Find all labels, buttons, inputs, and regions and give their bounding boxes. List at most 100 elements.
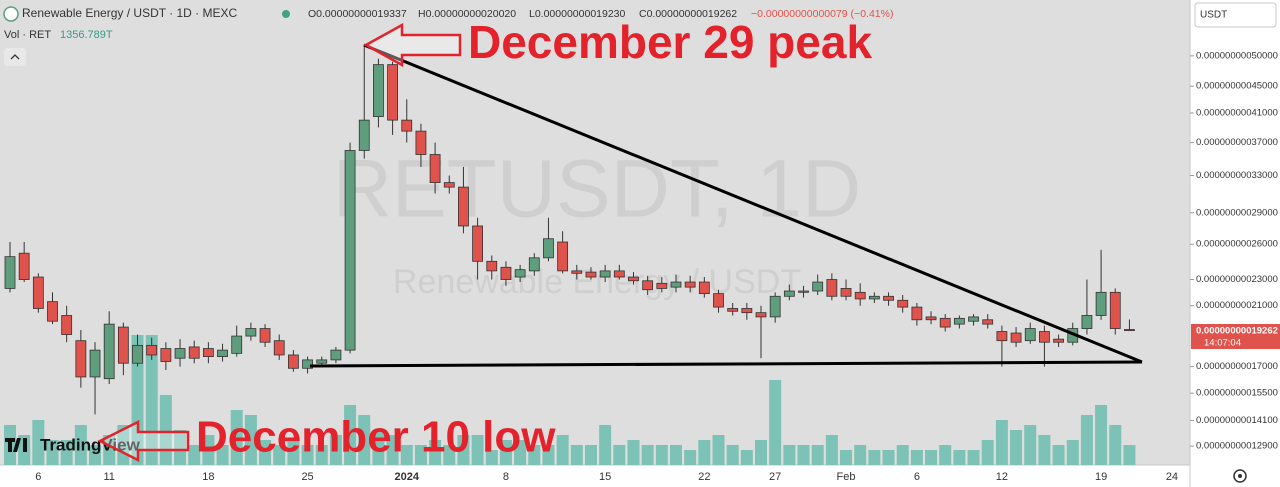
y-tick-label: 0.00000000050000	[1196, 50, 1278, 61]
candle-body	[160, 348, 172, 362]
candle-body	[344, 150, 356, 351]
volume-bar	[599, 425, 612, 465]
last-price: 0.00000000019262	[1196, 326, 1278, 337]
candle-body	[953, 317, 965, 325]
volume-bar	[740, 450, 753, 465]
candle-body	[1039, 331, 1050, 343]
volume-bar	[1038, 435, 1051, 465]
volume-bar	[868, 450, 881, 465]
ohlc-high: H0.00000000020020	[418, 8, 516, 20]
candle-body	[89, 349, 101, 378]
volume-bar	[613, 445, 626, 465]
volume-bar	[981, 440, 994, 465]
x-tick-label: 27	[769, 471, 781, 483]
candle-body	[174, 348, 186, 359]
candle-body	[146, 344, 158, 356]
watermark: RETUSDT, 1D Renewable Energy / USDT	[333, 144, 862, 301]
candle-body	[117, 326, 129, 364]
candle-body	[4, 256, 16, 289]
y-tick-label: 0.00000000017000	[1196, 361, 1278, 372]
candle-body	[387, 64, 398, 121]
collapse-button[interactable]	[4, 48, 26, 66]
candle-body	[514, 269, 526, 278]
candle-body	[755, 312, 767, 318]
y-tick-label: 0.00000000037000	[1196, 137, 1278, 148]
volume-bar	[429, 440, 442, 465]
volume-bar	[414, 445, 427, 465]
price-axis-panel	[1190, 0, 1280, 487]
currency-box[interactable]	[1194, 2, 1277, 28]
watermark-symbol: RETUSDT, 1D	[333, 144, 862, 235]
volume-bar	[259, 440, 272, 465]
x-tick-label: 8	[503, 471, 509, 483]
header: Renewable Energy / USDT · 1D · MEXC O0.0…	[3, 6, 893, 66]
candle-body	[798, 290, 809, 293]
candle-body	[599, 270, 611, 278]
volume-bar	[1109, 425, 1122, 465]
volume-bar	[301, 445, 314, 465]
y-tick-label: 0.00000000014100	[1196, 415, 1278, 426]
x-tick-label: 2024	[395, 471, 420, 483]
x-tick-label: 25	[301, 471, 313, 483]
candle-body	[486, 260, 498, 272]
candle-body	[826, 279, 838, 297]
annotation-peak: December 29 peak	[468, 16, 872, 68]
candle-body	[18, 252, 30, 280]
volume-bar	[655, 445, 668, 465]
volume-bar	[103, 435, 116, 465]
volume-bar	[641, 445, 654, 465]
trendline	[363, 43, 1143, 364]
volume-bar	[570, 445, 583, 465]
arrow	[97, 419, 190, 463]
candle-body	[472, 225, 484, 262]
currency-select[interactable]: USDT	[1194, 2, 1277, 28]
candle-body	[656, 282, 668, 289]
volume-value: 1356.789T	[60, 29, 113, 41]
volume-bar	[684, 450, 697, 465]
currency: USDT	[1200, 10, 1227, 21]
candle-body	[741, 308, 753, 314]
x-tick-label: 12	[996, 471, 1008, 483]
volume-bar	[315, 445, 328, 465]
candle-body	[330, 349, 342, 361]
volume-bar	[925, 450, 938, 465]
volume-bar	[471, 435, 484, 465]
y-tick-label: 0.00000000026000	[1196, 239, 1278, 250]
candle-body	[1010, 332, 1022, 343]
candle-body	[911, 306, 923, 321]
symbol-logo	[3, 6, 19, 22]
x-tick-label: 6	[35, 471, 41, 483]
volume-bar	[712, 435, 725, 465]
candle-body	[103, 323, 115, 380]
candle-body	[188, 346, 200, 359]
candle-body	[415, 130, 427, 155]
candle-body	[458, 186, 469, 227]
volume-bar	[188, 445, 201, 465]
volume-bar	[542, 445, 555, 465]
volume-bar	[287, 440, 300, 465]
y-tick-label: 0.00000000033000	[1196, 170, 1278, 181]
candle-layer	[4, 44, 1135, 415]
volume-bar	[896, 445, 909, 465]
settings-button[interactable]	[1233, 469, 1247, 483]
y-tick-label: 0.00000000041000	[1196, 108, 1278, 119]
candle-body	[642, 280, 654, 291]
candle-body	[1124, 329, 1135, 332]
volume-bar	[457, 435, 470, 465]
candle-body	[1053, 338, 1064, 343]
last-price-label: 0.00000000019262 14:07:04	[1191, 324, 1280, 349]
candle-body	[1109, 291, 1121, 329]
candle-body	[75, 340, 87, 378]
volume-bar	[939, 445, 952, 465]
x-tick-label: 18	[202, 471, 214, 483]
candle-body	[670, 281, 682, 288]
candle-body	[684, 281, 696, 288]
candle-body	[273, 340, 285, 356]
volume-bar	[528, 445, 541, 465]
volume-bar	[584, 445, 597, 465]
volume-bar	[882, 450, 895, 465]
candle-body	[1095, 291, 1107, 316]
volume-bar	[1052, 445, 1065, 465]
gear-icon[interactable]	[1233, 469, 1247, 483]
